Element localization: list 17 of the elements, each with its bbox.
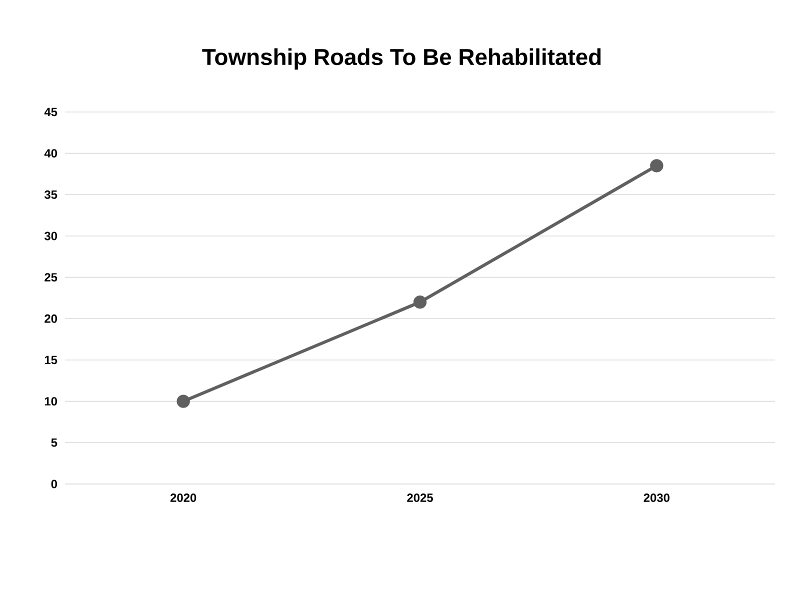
point (650, 159, 664, 172)
y-tick-label: 40 (44, 149, 57, 158)
y-tick-label: 15 (44, 356, 58, 364)
x-tick-label: 2025 (407, 494, 433, 502)
x-tick-label: 2020 (170, 494, 196, 502)
y-tick-label: 45 (44, 108, 58, 116)
y-tick-label: 10 (44, 397, 57, 406)
y-tick-label: 25 (44, 273, 58, 282)
y-tick-label: 35 (44, 190, 58, 199)
point (176, 394, 190, 408)
y-tick-label: 20 (44, 314, 57, 323)
y-tick-label: 30 (44, 232, 57, 240)
y-tick-label: 5 (51, 438, 58, 447)
point (413, 296, 427, 309)
y-tick-label: 0 (51, 480, 57, 488)
chart-title: Township Roads To Be Rehabilitated (202, 48, 601, 70)
x-tick-label: 2030 (644, 494, 670, 502)
